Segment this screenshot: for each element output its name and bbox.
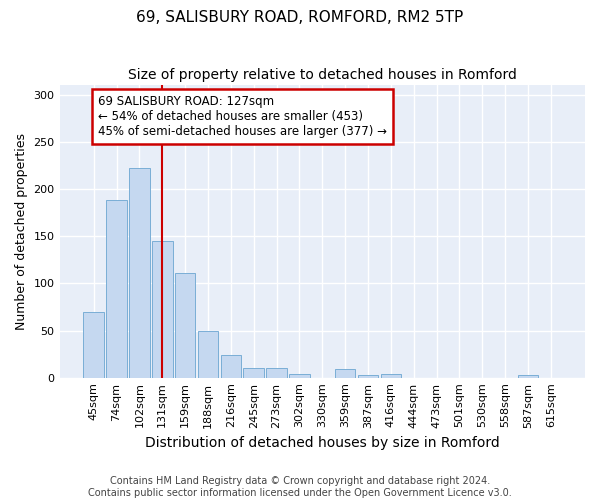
Text: 69 SALISBURY ROAD: 127sqm
← 54% of detached houses are smaller (453)
45% of semi: 69 SALISBURY ROAD: 127sqm ← 54% of detac… [98, 95, 387, 138]
Y-axis label: Number of detached properties: Number of detached properties [15, 133, 28, 330]
Bar [266, 368, 287, 378]
Bar [518, 375, 538, 378]
Bar [380, 374, 401, 378]
Text: 69, SALISBURY ROAD, ROMFORD, RM2 5TP: 69, SALISBURY ROAD, ROMFORD, RM2 5TP [136, 10, 464, 25]
Text: Contains HM Land Registry data © Crown copyright and database right 2024.
Contai: Contains HM Land Registry data © Crown c… [88, 476, 512, 498]
Bar [83, 312, 104, 378]
Bar [244, 368, 264, 378]
Bar [289, 374, 310, 378]
Bar [152, 241, 173, 378]
Bar [335, 369, 355, 378]
Title: Size of property relative to detached houses in Romford: Size of property relative to detached ho… [128, 68, 517, 82]
Bar [358, 375, 378, 378]
Bar [106, 200, 127, 378]
Bar [198, 330, 218, 378]
Bar [175, 273, 196, 378]
X-axis label: Distribution of detached houses by size in Romford: Distribution of detached houses by size … [145, 436, 500, 450]
Bar [129, 168, 150, 378]
Bar [221, 355, 241, 378]
